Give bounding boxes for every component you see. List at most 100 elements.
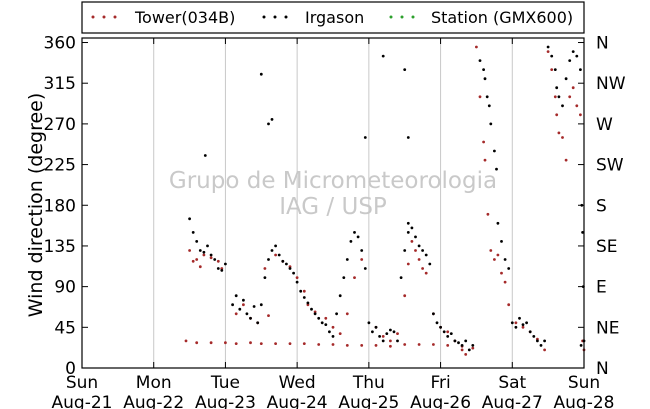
y-tick-label: 360 [44, 34, 76, 54]
data-point-series-1 [442, 330, 446, 334]
x-tick-label-day: Tue [210, 373, 240, 393]
data-point-series-1 [270, 249, 274, 252]
x-tick-label-day: Thu [352, 373, 385, 393]
data-point-series-1 [231, 303, 235, 307]
data-point-series-0 [417, 343, 421, 346]
data-point-series-1 [209, 253, 213, 257]
data-point-series-0 [249, 341, 252, 345]
data-point-series-0 [360, 258, 364, 261]
data-point-series-1 [202, 250, 206, 254]
data-point-series-1 [496, 221, 500, 225]
data-point-series-1 [500, 240, 503, 243]
data-point-series-0 [209, 256, 213, 260]
data-point-series-1 [371, 330, 374, 334]
data-point-series-1 [485, 95, 489, 99]
data-point-series-1 [213, 258, 217, 261]
x-tick-label-date: Aug-25 [338, 393, 399, 409]
watermark-line-1: Grupo de Micrometeorologia [169, 168, 497, 194]
data-point-series-0 [557, 131, 561, 135]
x-tick-label-day: Sun [66, 373, 98, 393]
data-point-series-0 [500, 271, 503, 275]
data-point-series-1 [453, 339, 457, 343]
data-point-series-1 [363, 136, 367, 139]
data-point-series-0 [403, 294, 407, 298]
y-tick-label: 315 [44, 74, 76, 94]
data-point-series-0 [546, 50, 550, 53]
x-tick-label-day: Sun [568, 373, 600, 393]
data-point-series-0 [421, 267, 424, 270]
y-tick-label: 225 [44, 156, 76, 176]
data-point-series-1 [281, 259, 285, 263]
data-point-series-1 [507, 267, 511, 270]
y-tick-label-compass: SW [596, 156, 624, 176]
data-point-series-1 [270, 118, 274, 121]
data-point-series-1 [188, 217, 192, 221]
data-point-series-0 [503, 280, 507, 284]
x-tick-label-day: Wed [279, 373, 316, 393]
data-point-series-1 [195, 240, 199, 243]
data-point-series-1 [406, 231, 410, 234]
data-point-series-1 [403, 249, 407, 252]
data-point-series-1 [467, 348, 471, 352]
data-point-series-1 [460, 344, 464, 347]
legend-marker-station [389, 15, 393, 19]
data-point-series-1 [342, 276, 346, 279]
legend: Tower(034B) Irgason Station (GMX600) [81, 1, 585, 34]
legend-label-tower: Tower(034B) [134, 8, 235, 27]
data-point-series-1 [457, 341, 460, 345]
data-point-series-1 [546, 45, 550, 49]
data-point-series-0 [396, 332, 399, 335]
data-point-series-1 [510, 321, 514, 325]
data-point-series-0 [564, 158, 568, 162]
data-point-series-0 [381, 335, 385, 338]
data-point-series-1 [478, 59, 482, 62]
data-point-series-1 [410, 226, 414, 230]
data-point-series-1 [464, 339, 468, 343]
data-point-series-1 [335, 312, 338, 316]
data-point-series-0 [259, 342, 263, 345]
data-point-series-0 [216, 259, 220, 263]
data-point-series-1 [381, 54, 385, 58]
data-point-series-0 [417, 258, 421, 261]
data-point-series-0 [195, 341, 199, 345]
y-tick-label-compass: NW [596, 74, 626, 94]
data-point-series-1 [518, 316, 521, 320]
data-point-series-1 [493, 149, 496, 153]
y-tick-label-compass: N [596, 34, 609, 54]
data-point-series-1 [568, 59, 572, 62]
data-point-series-1 [439, 325, 442, 329]
x-tick-label-day: Fri [430, 373, 450, 393]
data-point-series-0 [446, 344, 450, 347]
data-point-series-1 [392, 330, 396, 334]
data-point-series-0 [353, 276, 356, 279]
data-point-series-0 [575, 104, 579, 108]
data-point-series-1 [234, 294, 238, 298]
data-point-series-0 [345, 344, 349, 347]
data-point-series-1 [288, 267, 292, 270]
data-point-series-1 [206, 244, 209, 248]
data-point-series-1 [581, 231, 584, 234]
data-point-series-1 [299, 289, 303, 293]
data-point-series-1 [483, 77, 487, 81]
data-point-series-0 [482, 140, 485, 144]
data-point-series-1 [353, 231, 356, 234]
data-point-series-1 [406, 221, 410, 225]
data-point-series-0 [331, 343, 335, 346]
data-point-series-1 [238, 307, 242, 311]
data-point-series-1 [345, 258, 349, 261]
data-point-series-1 [503, 258, 507, 261]
data-point-series-1 [406, 136, 410, 139]
legend-marker-station [400, 15, 404, 19]
data-point-series-1 [446, 335, 450, 338]
data-point-series-1 [579, 68, 582, 71]
data-point-series-1 [482, 68, 485, 71]
data-point-series-1 [331, 335, 335, 338]
data-point-series-1 [564, 77, 568, 81]
data-point-series-1 [360, 249, 364, 252]
y-tick-label: 0 [65, 359, 76, 379]
data-point-series-1 [399, 276, 403, 279]
data-point-series-1 [302, 296, 306, 299]
data-point-series-0 [360, 344, 364, 347]
data-point-series-0 [489, 249, 493, 252]
